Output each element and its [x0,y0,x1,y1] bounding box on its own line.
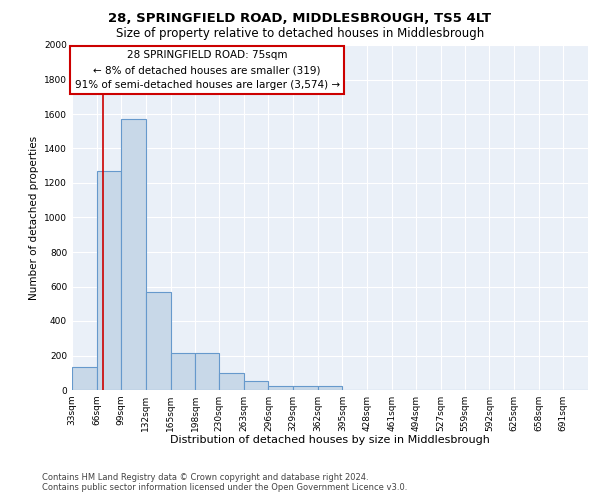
Bar [293,386,317,390]
Y-axis label: Number of detached properties: Number of detached properties [29,136,38,300]
Bar [170,353,195,390]
Text: Contains HM Land Registry data © Crown copyright and database right 2024.
Contai: Contains HM Land Registry data © Crown c… [42,473,407,492]
Text: 28, SPRINGFIELD ROAD, MIDDLESBROUGH, TS5 4LT: 28, SPRINGFIELD ROAD, MIDDLESBROUGH, TS5… [109,12,491,26]
Text: 28 SPRINGFIELD ROAD: 75sqm
← 8% of detached houses are smaller (319)
91% of semi: 28 SPRINGFIELD ROAD: 75sqm ← 8% of detac… [74,50,340,90]
Bar [219,373,244,390]
Bar [146,292,170,390]
Bar [72,366,97,390]
Text: Size of property relative to detached houses in Middlesbrough: Size of property relative to detached ho… [116,28,484,40]
Bar [244,382,268,390]
Bar [317,386,343,390]
Bar [97,171,121,390]
Bar [195,353,219,390]
Bar [268,386,293,390]
Bar [121,119,146,390]
X-axis label: Distribution of detached houses by size in Middlesbrough: Distribution of detached houses by size … [170,436,490,446]
